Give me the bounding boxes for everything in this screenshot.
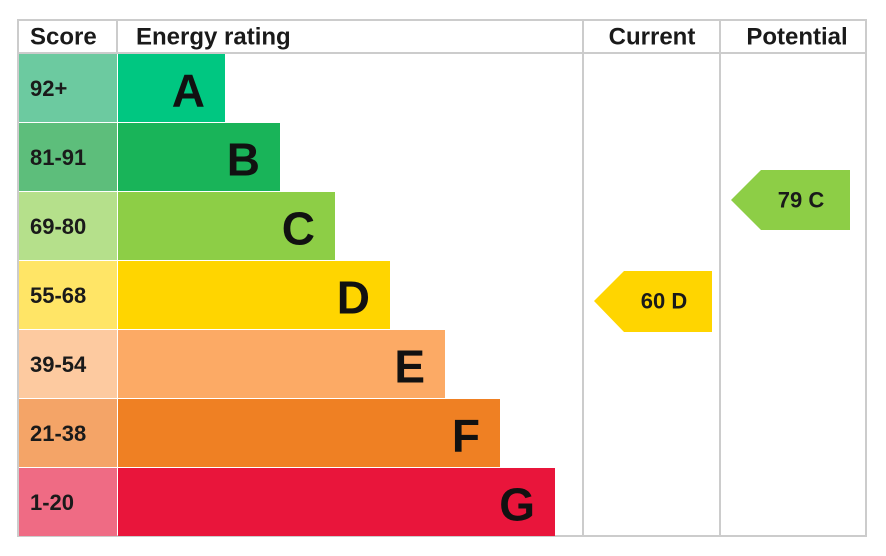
score-label: 55-68 — [30, 283, 86, 308]
band-bar — [118, 192, 335, 260]
score-label: 92+ — [30, 76, 67, 101]
score-cell — [19, 261, 117, 329]
score-label: 69-80 — [30, 214, 86, 239]
score-cell — [19, 192, 117, 260]
header-score: Score — [30, 24, 97, 51]
band-letter: C — [282, 203, 315, 255]
score-label: 21-38 — [30, 421, 86, 446]
band-bar — [118, 399, 500, 467]
band-bar — [118, 261, 390, 329]
band-letter: D — [337, 272, 370, 324]
band-letter: G — [499, 479, 535, 531]
current-arrow — [594, 271, 712, 332]
score-label: 81-91 — [30, 145, 86, 170]
header-current: Current — [609, 24, 696, 51]
header-energy: Energy rating — [136, 24, 291, 51]
band-letter: B — [227, 134, 260, 186]
band-letter: A — [172, 65, 205, 117]
potential-arrow — [731, 170, 850, 230]
score-cell — [19, 330, 117, 398]
band-bar — [118, 123, 280, 191]
score-cell — [19, 468, 117, 536]
bands: 92+ A 81-91 B 69-80 C 55-68 D 39-54 E 21-38 F 1-20 G — [19, 54, 555, 536]
band-bar — [118, 330, 445, 398]
score-cell — [19, 123, 117, 191]
band-bar — [118, 54, 225, 122]
band-letter: E — [394, 341, 425, 393]
score-label: 1-20 — [30, 490, 74, 515]
potential-label: 79 C — [778, 188, 825, 213]
band-letter: F — [452, 410, 480, 462]
score-cell — [19, 54, 117, 122]
band-bar — [118, 468, 555, 536]
score-cell — [19, 399, 117, 467]
header-potential: Potential — [746, 24, 847, 51]
score-label: 39-54 — [30, 352, 87, 377]
current-label: 60 D — [641, 289, 687, 314]
